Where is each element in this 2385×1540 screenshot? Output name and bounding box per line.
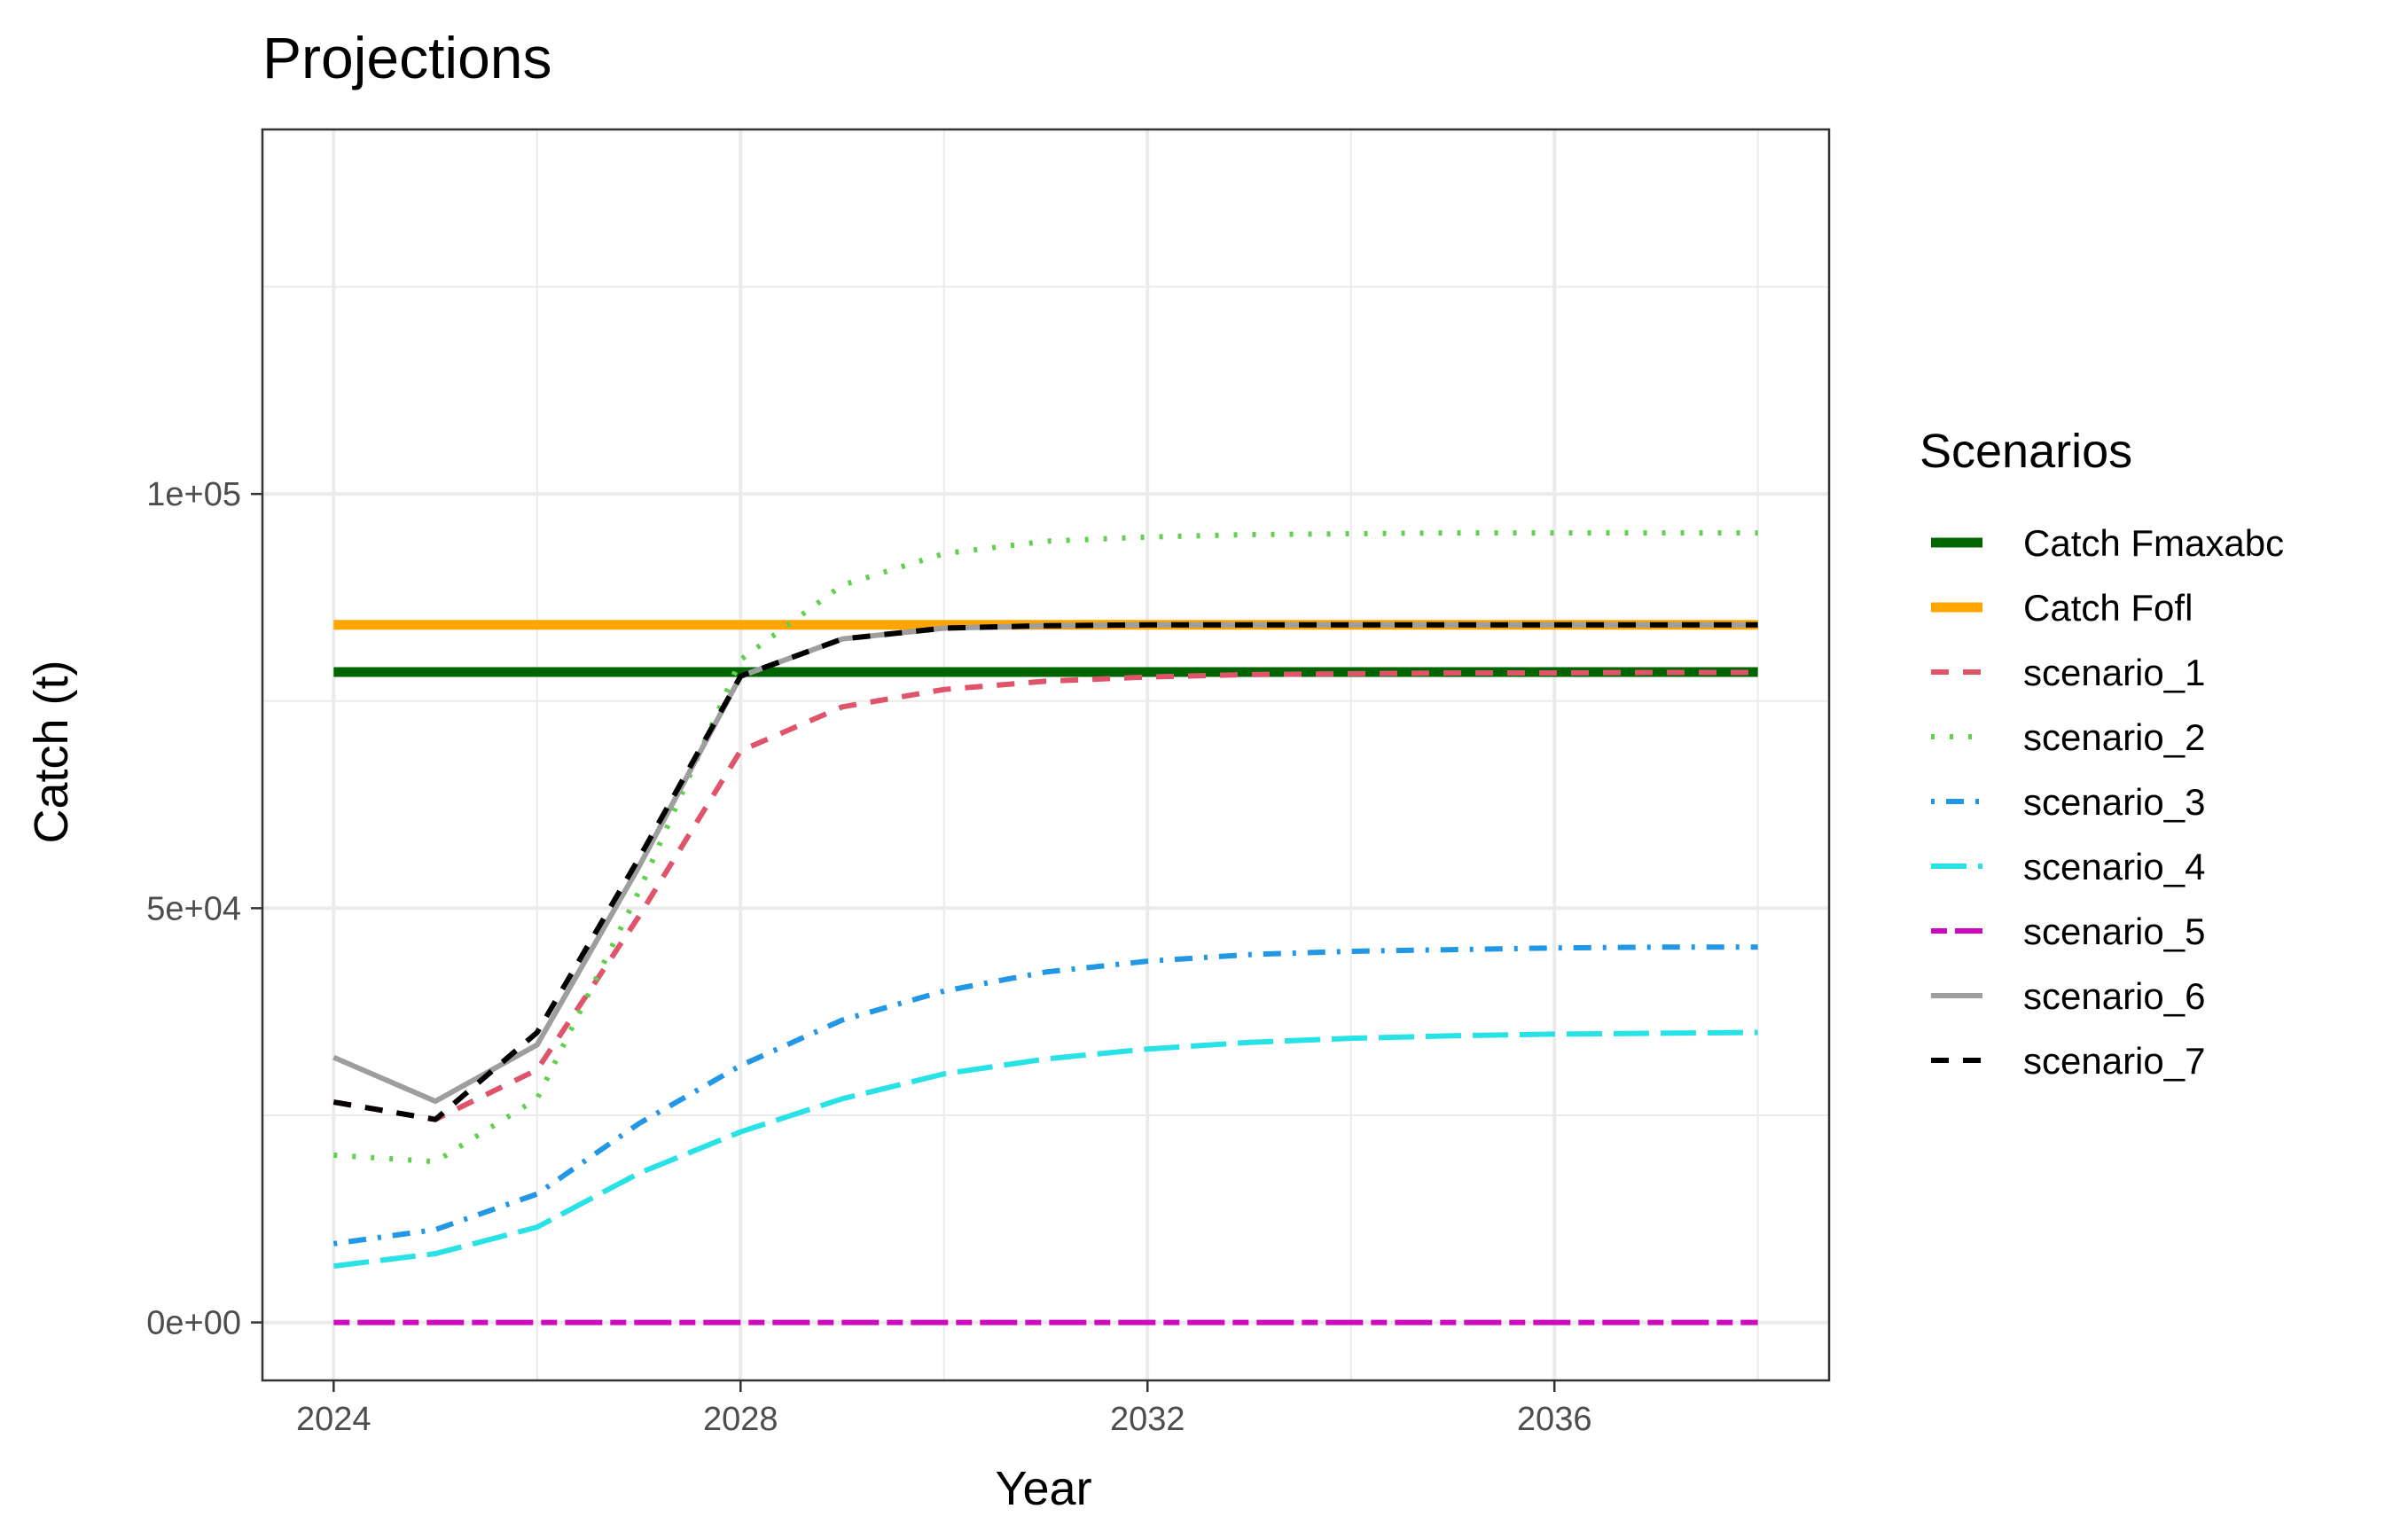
chart-title: Projections bbox=[262, 25, 552, 90]
legend-label: Catch Fofl bbox=[2023, 587, 2193, 629]
y-axis-title: Catch (t) bbox=[25, 660, 78, 843]
y-tick-label: 1e+05 bbox=[146, 476, 241, 513]
legend: Scenarios Catch Fmaxabc Catch Fofl scenari… bbox=[1920, 425, 2284, 1082]
x-tick-label: 2032 bbox=[1110, 1401, 1185, 1438]
series-line-scenario-3 bbox=[332, 944, 1758, 1247]
legend-label: scenario_4 bbox=[2023, 846, 2205, 887]
legend-label: scenario_5 bbox=[2023, 911, 2205, 952]
y-tick-label: 0e+00 bbox=[146, 1305, 241, 1342]
legend-label: scenario_2 bbox=[2023, 716, 2205, 758]
x-tick-label: 2028 bbox=[703, 1401, 778, 1438]
x-axis-title: Year bbox=[995, 1462, 1091, 1515]
panel-background bbox=[262, 129, 1829, 1380]
y-tick-label: 5e+04 bbox=[146, 890, 241, 927]
x-tick-label: 2024 bbox=[296, 1401, 371, 1438]
legend-label: scenario_7 bbox=[2023, 1040, 2205, 1082]
series-line-scenario-4 bbox=[332, 1029, 1758, 1270]
series-line-scenario-7 bbox=[332, 621, 1758, 1122]
legend-label: scenario_6 bbox=[2023, 975, 2205, 1017]
legend-label: scenario_1 bbox=[2023, 652, 2205, 693]
series-line-scenario-1 bbox=[332, 669, 1758, 1122]
legend-label: Catch Fmaxabc bbox=[2023, 522, 2284, 564]
legend-label: scenario_3 bbox=[2023, 781, 2205, 823]
panel-border bbox=[261, 128, 1831, 1382]
x-tick-label: 2036 bbox=[1517, 1401, 1592, 1438]
plot-area: 2024 2028 2032 2036 0e+00 5e+04 1e+05 bbox=[146, 128, 1831, 1438]
legend-title: Scenarios bbox=[1920, 425, 2132, 478]
series-line-scenario-2 bbox=[333, 530, 1758, 1165]
